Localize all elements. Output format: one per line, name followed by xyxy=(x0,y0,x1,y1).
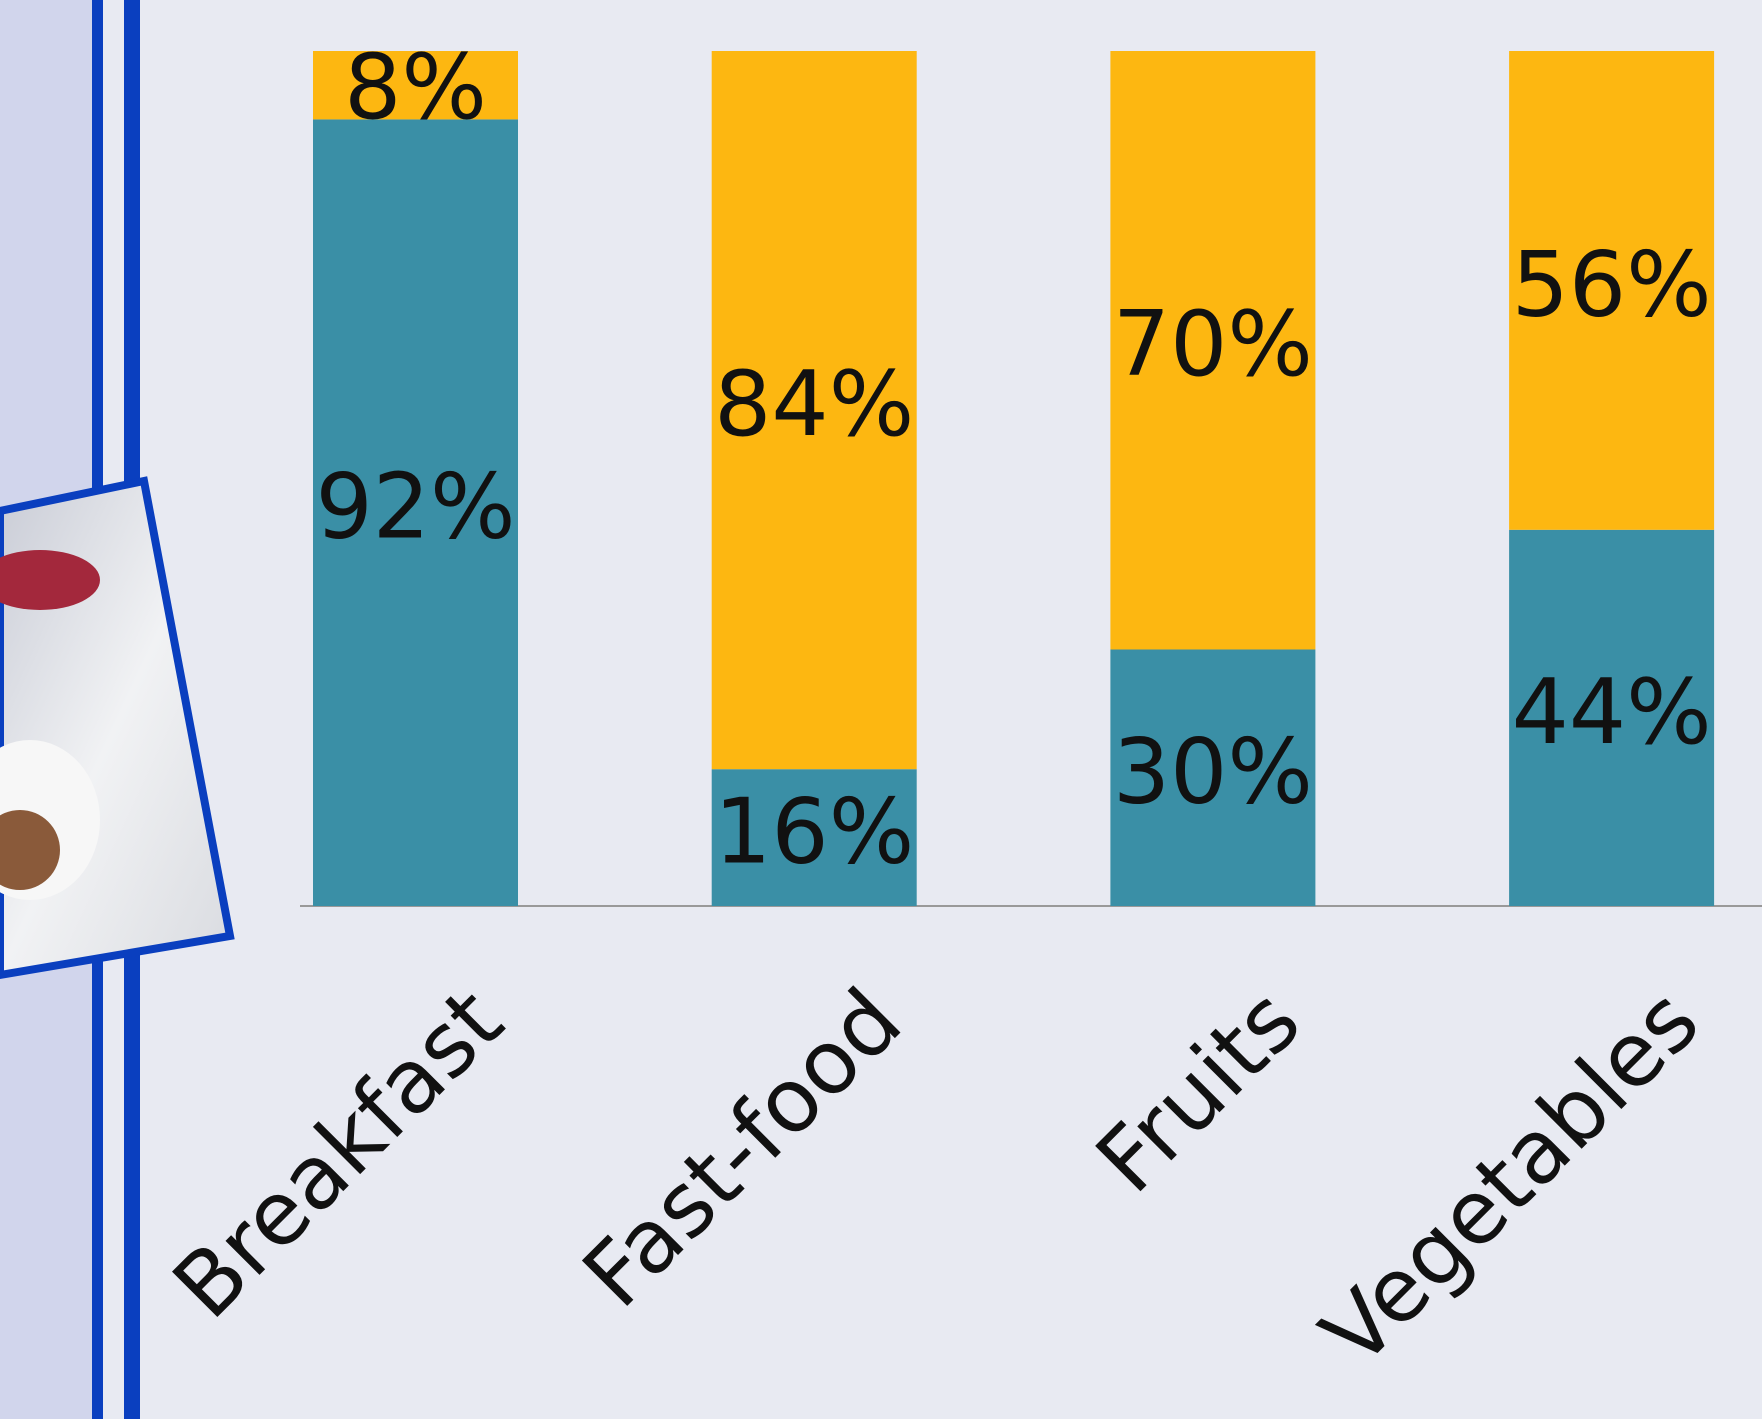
value-label: 56% xyxy=(1512,232,1712,337)
value-label: 44% xyxy=(1512,660,1712,765)
bar-segment xyxy=(1110,649,1316,906)
value-label: 8% xyxy=(344,35,487,140)
bar-segment xyxy=(1509,529,1715,906)
value-label: 70% xyxy=(1113,292,1313,397)
value-label: 84% xyxy=(714,352,914,457)
bar-segment xyxy=(711,769,917,906)
photo-cereal xyxy=(0,810,60,890)
photo-berries xyxy=(0,550,100,610)
photo xyxy=(0,476,235,980)
bar-segment xyxy=(313,119,518,906)
value-label: 16% xyxy=(714,779,914,884)
bar-segment xyxy=(1110,51,1316,650)
bar-segment xyxy=(711,51,917,770)
bar-segment xyxy=(1509,51,1715,530)
value-label: 30% xyxy=(1113,720,1313,825)
bar-segment xyxy=(313,51,518,120)
value-label: 92% xyxy=(315,455,515,560)
